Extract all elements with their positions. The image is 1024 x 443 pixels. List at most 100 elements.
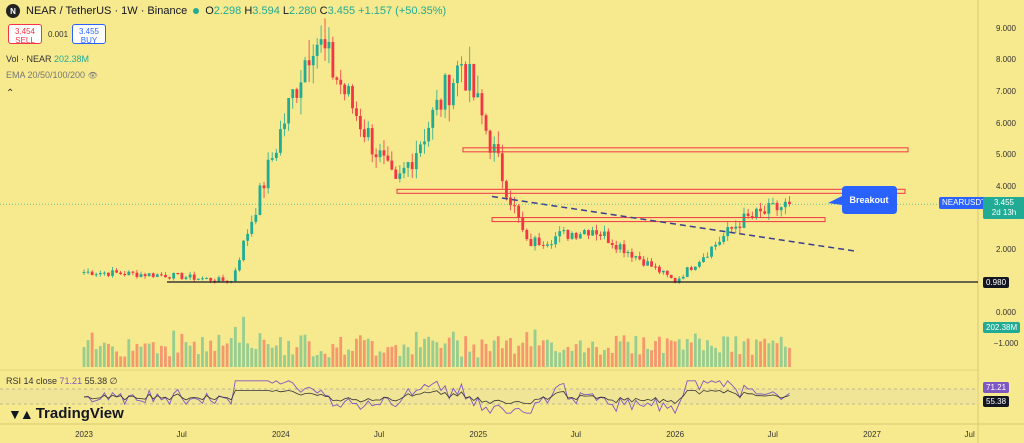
candle-body [283,123,286,130]
volume-bar [225,343,229,367]
volume-bar [618,341,622,367]
candle-body [650,261,653,267]
volume-bar [464,336,468,367]
volume-bar [155,353,159,367]
volume-badge: 202.38M [983,322,1021,333]
volume-bar [151,342,155,367]
candle-body [574,232,578,239]
candle-body [710,246,713,257]
candle-body [159,274,163,276]
volume-bar [414,331,418,367]
volume-bar [665,338,669,367]
volume-bar [630,353,634,367]
volume-bar [213,350,217,367]
volume-bar [287,340,291,367]
candle-body [139,274,143,277]
candle-body [355,108,358,116]
volume-bar [382,352,386,367]
rsi-indicator-label[interactable]: RSI 14 close 71.21 55.38 ∅ [6,376,118,386]
volume-bar [127,339,131,367]
candle-body [386,155,390,161]
volume-bar [509,338,512,367]
breakout-label: Breakout [849,195,888,205]
candle-body [135,272,139,277]
candle-body [123,273,127,276]
price-tick-label: 4.000 [996,182,1017,191]
volume-bar [783,346,787,367]
candle-body [606,231,610,244]
candle-body [274,152,278,159]
volume-bar [614,335,618,367]
candle-body [172,272,176,279]
symbol-title[interactable]: NEAR / TetherUS · 1W · Binance [26,5,188,17]
candle-body [366,128,370,138]
volume-bar [480,339,484,367]
volume-bar [698,338,701,367]
candle-body [315,44,319,56]
candle-body [646,261,650,266]
candle-body [496,144,500,154]
candle-body [335,77,339,80]
candle-body [238,260,241,271]
candle-body [205,277,208,279]
candle-body [119,272,123,274]
candle-body [570,232,574,239]
volume-bar [533,329,537,367]
volume-bar [180,333,184,367]
volume-bar [681,349,685,367]
candle-body [638,256,642,260]
candle-body [500,153,504,182]
candle-body [488,130,492,153]
candle-body [562,230,566,232]
candle-body [270,158,274,160]
volume-bar [754,339,758,367]
candle-body [168,277,171,279]
volume-bar [335,347,339,367]
volume-bar [587,347,590,367]
candle-body [266,159,270,189]
candle-body [702,257,705,263]
candle-body [509,197,512,206]
volume-bar [521,342,525,367]
candle-body [339,79,343,85]
spread-value: 0.001 [48,30,69,39]
volume-bar [398,355,402,367]
volume-bar [192,341,196,367]
ema-indicator-label[interactable]: EMA 20/50/100/200 👁 [6,70,98,80]
volume-bar [279,337,282,367]
volume-bar [472,344,476,367]
candle-body [164,275,167,278]
volume-bar [331,343,335,367]
volume-indicator-label[interactable]: Vol · NEAR 202.38M [6,54,90,64]
candle-body [582,230,586,235]
candle-body [394,169,398,179]
volume-bar [642,337,646,367]
volume-bar [738,354,742,367]
candle-body [665,270,669,275]
candle-body [90,271,94,276]
descending-trendline [491,195,859,253]
volume-bar [419,347,422,367]
collapse-chevron-icon[interactable]: ⌃ [6,88,15,99]
volume-bar [558,352,562,367]
candle-body [423,141,426,145]
candle-body [192,274,196,280]
candle-body [370,128,374,155]
volume-bar [233,326,237,367]
volume-bar [188,345,192,367]
candle-body [254,214,258,222]
volume-bar [771,340,775,367]
candle-body [402,167,406,174]
sell-button[interactable]: 3.454 SELL [8,24,42,45]
volume-bar [394,345,398,367]
volume-bar [435,342,439,367]
buy-button[interactable]: 3.455 BUY [72,24,106,45]
candle-body [213,280,217,282]
candle-body [262,185,266,189]
volume-bar [710,345,713,367]
volume-bar [496,336,500,367]
candle-body [746,213,750,217]
volume-bar [689,342,693,367]
candle-body [681,276,685,279]
